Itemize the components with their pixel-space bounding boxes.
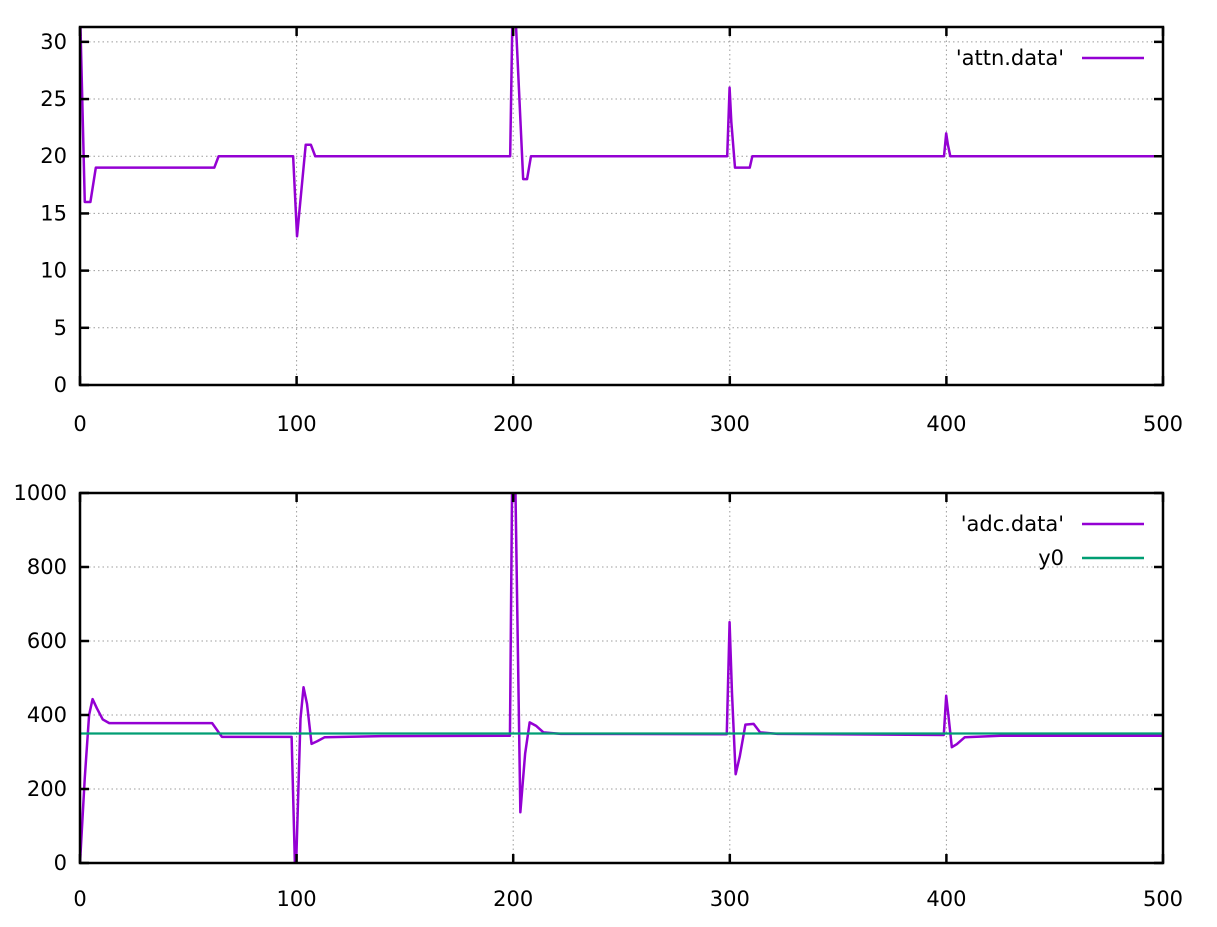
series-line-attn xyxy=(79,27,1164,238)
x-tick-label: 100 xyxy=(277,887,317,911)
legend-label: 'adc.data' xyxy=(961,512,1064,536)
y-tick-label: 200 xyxy=(27,777,67,801)
y-tick-label: 0 xyxy=(54,851,67,875)
x-tick-label: 300 xyxy=(710,887,750,911)
y-tick-label: 1000 xyxy=(14,481,67,505)
y-tick-label: 400 xyxy=(27,703,67,727)
axis-ticks xyxy=(78,27,1165,387)
legend-label: y0 xyxy=(1038,546,1064,570)
grid-lines xyxy=(80,493,1163,863)
y-tick-label: 20 xyxy=(40,144,67,168)
legend-label: 'attn.data' xyxy=(956,46,1064,70)
adc-plot: 0 100 200 300 400 500 0 200 400 600 800 1000 'adc.da… xyxy=(14,481,1184,911)
x-tick-label: 200 xyxy=(493,412,533,436)
x-tick-label: 500 xyxy=(1143,887,1183,911)
y-tick-label: 800 xyxy=(27,555,67,579)
plot-border xyxy=(78,25,1165,387)
x-tick-label: 0 xyxy=(73,887,86,911)
y-tick-label: 15 xyxy=(40,201,67,225)
series-line-adc xyxy=(79,493,1164,864)
x-tick-label: 100 xyxy=(277,412,317,436)
legend: 'attn.data' xyxy=(956,46,1144,70)
legend: 'adc.data' y0 xyxy=(961,512,1144,570)
axis-ticks xyxy=(78,491,1165,865)
y-tick-label: 0 xyxy=(54,373,67,397)
y-tick-label: 5 xyxy=(54,316,67,340)
y-tick-label: 25 xyxy=(40,87,67,111)
x-tick-label: 400 xyxy=(926,412,966,436)
x-tick-label: 400 xyxy=(926,887,966,911)
x-tick-label: 500 xyxy=(1143,412,1183,436)
attn-plot: 0 100 200 300 400 500 0 5 10 15 20 25 30 'attn.data' xyxy=(40,25,1183,436)
plot-border xyxy=(78,491,1165,865)
y-tick-label: 600 xyxy=(27,629,67,653)
axis-tick-labels: 0 100 200 300 400 500 0 5 10 15 20 25 30 xyxy=(40,30,1183,436)
axis-tick-labels: 0 100 200 300 400 500 0 200 400 600 800 1000 xyxy=(14,481,1184,911)
y-tick-label: 10 xyxy=(40,259,67,283)
x-tick-label: 0 xyxy=(73,412,86,436)
x-tick-label: 200 xyxy=(493,887,533,911)
x-tick-label: 300 xyxy=(710,412,750,436)
y-tick-label: 30 xyxy=(40,30,67,54)
